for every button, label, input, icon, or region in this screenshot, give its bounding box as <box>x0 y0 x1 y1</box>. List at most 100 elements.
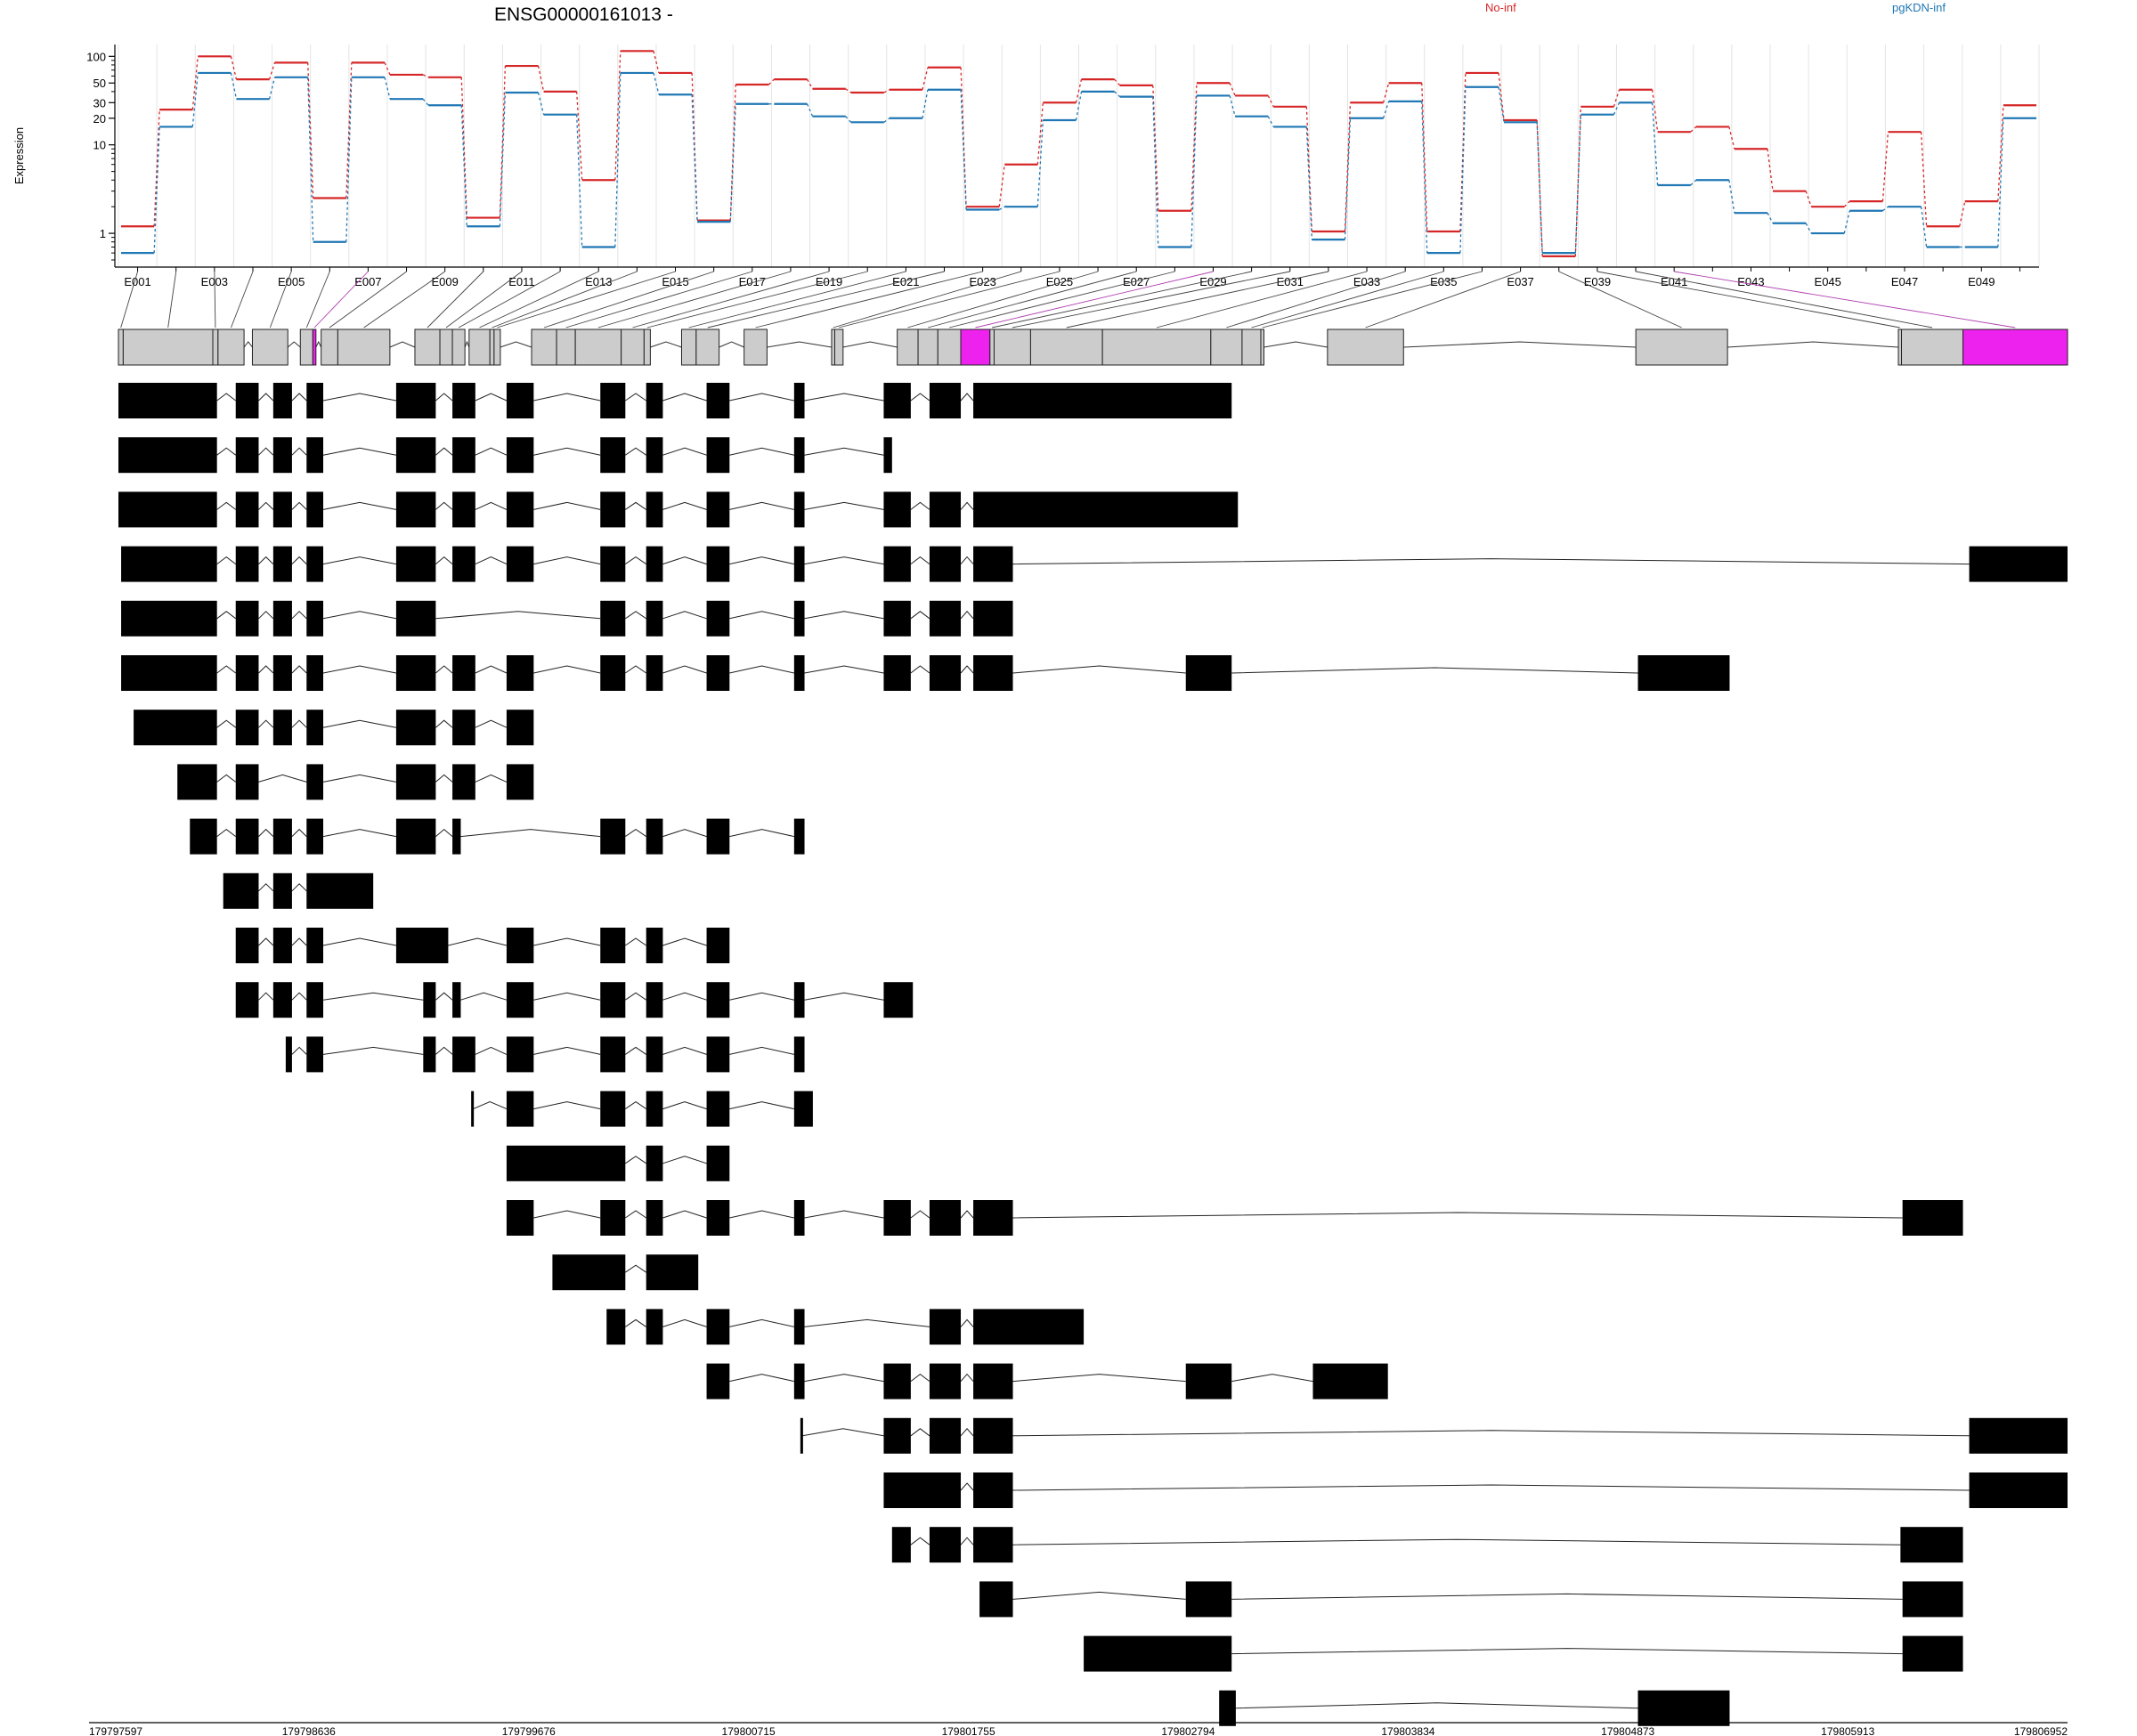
exon-mapping-lines <box>120 271 2016 329</box>
transcript-intron-line <box>625 501 646 510</box>
transcript-exon <box>452 491 475 528</box>
transcript-exon <box>973 1472 1013 1508</box>
transcript-exon <box>452 710 475 746</box>
transcript-exon <box>646 491 663 528</box>
transcript-intron-line <box>258 883 274 892</box>
series-connector <box>1344 102 1352 232</box>
transcript-intron-line <box>804 1210 884 1219</box>
transcript-intron-line <box>533 1101 601 1110</box>
transcript-exon <box>306 437 324 474</box>
exon-mapping-line <box>1365 271 1521 329</box>
transcript-intron-line <box>910 1210 930 1219</box>
gene-exon-e011 <box>439 329 453 366</box>
exon-mapping-line <box>833 271 1021 329</box>
transcript-exon <box>929 1309 962 1345</box>
exon-mapping-line <box>445 271 523 329</box>
series-connector <box>1882 206 1889 212</box>
transcript-intron-line <box>1012 1484 1970 1491</box>
transcript-exon <box>506 546 534 582</box>
x-category-label-e045: E045 <box>1815 275 1841 288</box>
transcript-exon <box>395 546 436 582</box>
exon-mapping-line <box>1066 271 1329 329</box>
transcript-intron-line <box>322 1046 424 1055</box>
transcript-intron-line <box>960 501 974 510</box>
transcript-exon <box>306 546 324 582</box>
transcript-exon <box>306 710 324 746</box>
transcript-intron-line <box>258 447 274 456</box>
transcript-exon <box>395 600 436 637</box>
gene-exon-e002 <box>122 329 214 366</box>
transcript-intron-line <box>729 1318 794 1327</box>
transcript-intron-line <box>804 556 884 565</box>
exon-mapping-line <box>427 271 484 329</box>
transcript-intron-line <box>625 611 646 620</box>
gene-exon-e037 <box>1327 329 1404 366</box>
series-pgkdn-inf <box>121 71 2036 255</box>
transcript-intron-line <box>662 611 707 620</box>
y-tick-label: 50 <box>93 77 106 90</box>
exon-mapping-line <box>120 271 139 329</box>
exon-mapping-line <box>975 271 1214 329</box>
transcript-intron-line <box>460 829 601 838</box>
transcript-exon <box>706 437 730 474</box>
transcript-exon <box>1969 546 2068 582</box>
transcript-intron-line <box>625 1100 646 1110</box>
gene-exon-e028 <box>937 329 962 366</box>
transcript-intron-line <box>291 447 307 456</box>
transcript-intron-line <box>960 1482 974 1491</box>
gene-intron-line <box>500 341 532 348</box>
transcript-intron-line <box>475 556 508 565</box>
transcript-intron-line <box>435 665 453 674</box>
gene-intron-line <box>767 341 833 348</box>
y-tick-label: 1 <box>100 227 106 240</box>
transcript-exon <box>552 1254 626 1291</box>
exon-mapping-line <box>1251 271 1444 329</box>
transcript-exon <box>646 1036 663 1073</box>
series-connector <box>768 78 775 85</box>
transcript-exon <box>121 546 217 582</box>
x-category-label-e037: E037 <box>1507 275 1533 288</box>
gene-exon-e032 <box>1029 329 1103 366</box>
series-connector <box>729 103 736 223</box>
transcript-exon <box>883 1200 911 1236</box>
transcript-exon <box>306 1036 324 1073</box>
transcript-intron-line <box>291 665 307 674</box>
series-connector <box>1767 149 1774 191</box>
transcript-exon <box>973 655 1013 691</box>
transcript-exon <box>306 600 324 637</box>
transcript-intron-line <box>475 1046 508 1055</box>
transcript-25 <box>1219 1690 1730 1726</box>
transcript-13 <box>285 1036 805 1073</box>
transcript-exon <box>973 491 1239 528</box>
transcript-exon <box>883 982 914 1018</box>
exon-mapping-line <box>492 271 638 329</box>
transcript-exon <box>706 818 730 855</box>
transcript-intron-line <box>729 611 794 620</box>
transcript-intron-line <box>729 501 794 510</box>
series-no-inf <box>121 50 2036 257</box>
transcript-intron-line <box>1012 1212 1903 1219</box>
transcript-intron-line <box>322 393 397 402</box>
series-connector <box>1114 91 1121 98</box>
transcript-exon <box>452 655 475 691</box>
transcript-exon <box>272 491 292 528</box>
exon-mapping-line <box>1674 271 2016 329</box>
gene-intron-line <box>389 341 416 348</box>
transcript-exon <box>1902 1200 1963 1236</box>
transcript-exon <box>600 491 626 528</box>
transcript-exon <box>506 655 534 691</box>
transcript-6 <box>121 655 1730 691</box>
transcript-intron-line <box>291 828 307 837</box>
series-connector <box>960 89 967 210</box>
transcript-intron-line <box>475 393 508 402</box>
transcript-intron-line <box>435 992 453 1001</box>
transcript-intron-line <box>910 1537 930 1545</box>
transcript-exon <box>706 1091 730 1127</box>
transcript-intron-line <box>960 1428 974 1437</box>
transcript-exon <box>235 764 259 800</box>
transcript-11 <box>235 928 730 963</box>
transcript-exon <box>235 928 259 963</box>
transcript-intron-line <box>960 665 974 674</box>
exon-mapping-line <box>543 271 714 329</box>
transcript-intron-line <box>960 393 974 402</box>
